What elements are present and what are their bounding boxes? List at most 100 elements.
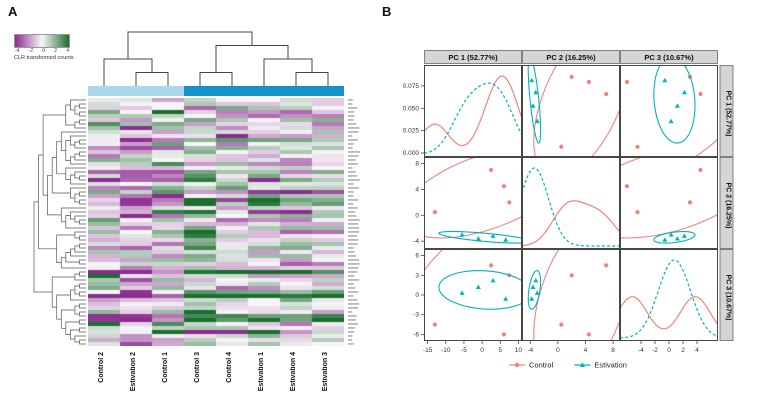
point-estivation [681,89,687,95]
legend-item-estivation: Estivation [574,361,627,370]
colorbar-tick: -4 [15,48,20,54]
panel-b-label: B [382,4,392,19]
strip-right-2: PC 3 (10.67%) [719,249,734,341]
point-control [635,210,640,215]
x-tick-label: 2 [681,347,685,354]
x-tick-label: 8 [611,347,615,354]
point-control [507,200,512,205]
colorbar-ticks: -4 -2 0 2 4 [14,48,70,54]
pca-cell-2-0 [424,249,522,341]
point-control [624,184,630,189]
svg-text:PC 2 (16.25%): PC 2 (16.25%) [725,183,732,229]
legend-marker-circle [514,362,520,368]
svg-text:PC 3 (10.67%): PC 3 (10.67%) [644,53,694,62]
point-estivation [529,77,535,83]
strip-top-1: PC 2 (16.25%) [522,50,620,64]
column-labels: Control 2 Estivation 2 Control 1 Control 3 C… [88,350,344,400]
point-estivation [534,118,540,124]
point-control [569,273,574,278]
heatmap-cells [88,98,344,346]
panel-a-label: A [8,4,18,19]
legend-item-control: Control [509,361,554,370]
x-tick-label: 4 [695,347,699,354]
point-estivation [459,290,465,295]
point-estivation [530,103,536,108]
x-tick-label: 0 [556,347,560,354]
colorbar-tick: 2 [54,48,58,54]
y-tick-label: 0 [415,212,419,219]
x-tick-label: 10 [515,347,523,354]
ellipse-estivation [653,66,696,144]
column-label: Control 3 [194,352,201,383]
point-estivation [490,233,496,238]
ellipse-estivation [438,230,521,244]
colorbar-tick: 4 [66,48,69,54]
point-estivation [503,237,509,242]
pca-cell-0-0 [424,65,522,157]
column-label: Estivation 2 [130,352,137,392]
point-estivation [533,89,539,95]
y-tick-label: 0.025 [403,128,420,135]
x-tick-label: -5 [461,347,467,354]
point-control [559,144,564,149]
row-dendrogram [33,99,86,345]
column-label: Estivation 4 [290,352,297,392]
point-estivation [459,232,465,237]
point-control [586,79,591,85]
annotation-dark [184,86,344,96]
point-estivation [530,284,536,289]
point-control [624,79,630,85]
point-control [432,322,437,327]
pca-cell-1-1 [522,157,620,249]
point-control [489,167,494,173]
y-tick-label: -6 [413,331,419,338]
column-dendrogram [103,31,329,86]
x-tick-label: 0 [480,347,484,354]
y-tick-label: -4 [413,238,419,245]
column-label: Estivation 1 [258,352,265,392]
point-estivation [533,277,539,283]
x-tick-label: 4 [584,347,588,354]
svg-text:PC 2 (16.25%): PC 2 (16.25%) [546,53,596,62]
y-tick-label: 0.075 [403,83,420,90]
colorbar-title: CLR transformed counts [14,55,74,61]
point-estivation [662,77,668,83]
point-estivation [475,284,481,289]
point-control [635,144,640,149]
y-tick-label: 0 [415,292,419,299]
point-estivation [668,232,674,237]
point-control [569,74,574,79]
point-control [432,210,437,215]
x-tick-label: -15 [423,347,433,354]
pca-cell-1-0 [424,157,522,249]
strip-top-2: PC 3 (10.67%) [620,50,718,64]
strip-right-0: PC 1 (52.77%) [719,65,734,157]
legend-marker-triangle [579,362,585,367]
heatmap-colorbar: -4 -2 0 2 4 CLR transformed counts [14,34,74,61]
x-tick-label: 0 [667,347,671,354]
column-label: Control 1 [162,352,169,383]
point-estivation [662,237,668,242]
point-control [586,332,591,337]
column-label: Control 4 [226,352,233,383]
svg-text:PC 3 (10.67%): PC 3 (10.67%) [725,275,732,321]
column-label: Estivation 3 [322,352,329,392]
y-tick-label: 6 [415,253,419,260]
svg-text:Estivation: Estivation [594,361,627,370]
column-label: Control 2 [98,352,105,383]
pca-pairs-plot: PC 1 (52.77%) PC 2 (16.25%) PC 3 (10.67%) P… [403,50,734,370]
point-estivation [674,103,680,108]
point-control [698,167,703,173]
ellipse-estivation [438,270,521,310]
density-control [621,295,717,330]
y-tick-label: -3 [413,312,419,319]
y-tick-label: 3 [415,272,419,279]
y-tick-label: 4 [415,186,419,193]
x-tick-label: 5 [498,347,502,354]
pca-cell-0-1 [522,65,620,157]
pca-cell-1-2 [620,157,718,249]
x-tick-label: -10 [441,347,451,354]
point-estivation [475,236,481,241]
point-control [604,263,609,268]
density-control [425,75,521,147]
